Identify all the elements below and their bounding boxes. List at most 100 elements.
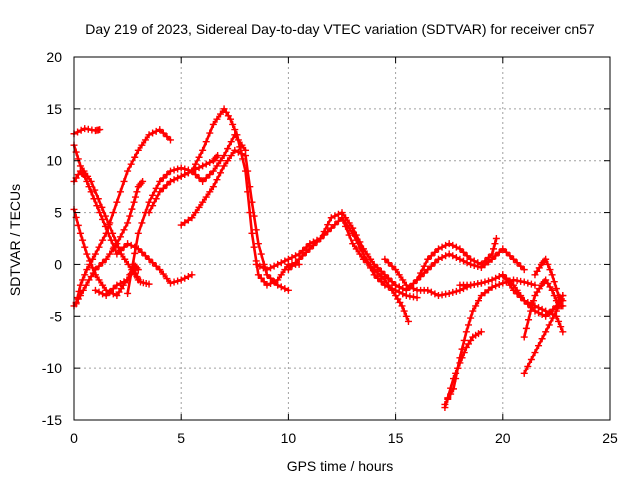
data-point-marker bbox=[456, 255, 464, 263]
data-point-marker bbox=[491, 240, 499, 248]
data-point-marker bbox=[163, 275, 171, 283]
data-point-marker bbox=[248, 229, 256, 237]
data-point-marker bbox=[260, 260, 268, 268]
data-point-marker bbox=[338, 214, 346, 222]
data-point-marker bbox=[277, 259, 285, 267]
data-point-marker bbox=[188, 271, 196, 279]
data-point-marker bbox=[538, 305, 546, 313]
x-tick-label: 15 bbox=[388, 430, 404, 446]
data-point-marker bbox=[352, 236, 360, 244]
data-point-marker bbox=[141, 252, 149, 260]
data-point-marker bbox=[217, 157, 225, 165]
data-point-marker bbox=[177, 164, 185, 172]
data-point-marker bbox=[542, 328, 550, 336]
data-point-marker bbox=[481, 278, 489, 286]
data-point-marker bbox=[174, 174, 182, 182]
data-point-marker bbox=[99, 236, 107, 244]
data-point-marker bbox=[302, 248, 310, 256]
data-point-marker bbox=[506, 252, 514, 260]
data-point-marker bbox=[149, 191, 157, 199]
data-point-marker bbox=[209, 120, 217, 128]
data-point-marker bbox=[76, 229, 84, 237]
data-point-marker bbox=[334, 210, 342, 218]
y-tick-labels: -15 -10 -5 0 5 10 15 20 bbox=[42, 49, 62, 428]
data-point-marker bbox=[559, 297, 567, 305]
data-point-marker bbox=[499, 271, 507, 279]
data-point-marker bbox=[492, 235, 500, 242]
data-point-marker bbox=[138, 248, 146, 256]
data-point-marker bbox=[413, 276, 421, 284]
data-point-marker bbox=[477, 292, 485, 300]
data-point-marker bbox=[99, 215, 107, 223]
data-point-marker bbox=[331, 212, 339, 220]
data-point-marker bbox=[531, 281, 539, 289]
data-point-marker bbox=[134, 266, 142, 274]
data-point-marker bbox=[445, 289, 453, 297]
y-axis-label: SDTVAR / TECUs bbox=[7, 184, 23, 296]
data-point-marker bbox=[481, 289, 489, 297]
data-point-marker bbox=[542, 255, 550, 263]
series-trace bbox=[340, 216, 410, 323]
data-point-marker bbox=[320, 231, 328, 239]
data-point-marker bbox=[449, 252, 457, 260]
data-point-marker bbox=[292, 259, 300, 267]
data-point-marker bbox=[181, 219, 189, 227]
data-point-marker bbox=[79, 236, 87, 244]
series-trace bbox=[522, 278, 565, 339]
data-point-marker bbox=[109, 209, 117, 217]
data-point-marker bbox=[91, 286, 99, 294]
data-point-marker bbox=[475, 297, 483, 305]
data-point-marker bbox=[517, 293, 525, 301]
data-point-marker bbox=[277, 271, 285, 279]
data-point-marker bbox=[477, 264, 485, 272]
data-point-marker bbox=[469, 307, 477, 315]
data-point-marker bbox=[217, 110, 225, 118]
data-point-marker bbox=[96, 209, 104, 217]
data-point-marker bbox=[138, 141, 146, 149]
data-point-marker bbox=[544, 260, 552, 268]
data-point-marker bbox=[206, 188, 214, 196]
data-point-marker bbox=[490, 245, 498, 253]
data-point-marker bbox=[156, 266, 164, 274]
data-point-marker bbox=[552, 285, 560, 293]
series-arc-17 bbox=[413, 245, 528, 284]
data-point-marker bbox=[349, 229, 357, 237]
data-point-marker bbox=[113, 240, 121, 248]
x-tick-label: 25 bbox=[602, 430, 618, 446]
data-point-marker bbox=[367, 255, 375, 263]
data-point-marker bbox=[464, 321, 472, 329]
data-point-marker bbox=[163, 181, 171, 189]
data-point-marker bbox=[424, 286, 432, 294]
data-point-marker bbox=[102, 255, 110, 263]
data-point-marker bbox=[199, 198, 207, 206]
data-point-marker bbox=[531, 349, 539, 357]
data-point-marker bbox=[213, 162, 221, 170]
data-point-marker bbox=[370, 266, 378, 274]
data-point-marker bbox=[434, 245, 442, 253]
data-point-marker bbox=[513, 290, 521, 298]
data-point-marker bbox=[250, 212, 258, 220]
data-point-marker bbox=[106, 288, 114, 296]
data-point-marker bbox=[124, 289, 132, 297]
data-point-marker bbox=[116, 233, 124, 241]
series-trace bbox=[147, 133, 247, 214]
data-point-marker bbox=[555, 302, 563, 310]
data-point-marker bbox=[527, 307, 535, 315]
data-point-marker bbox=[492, 252, 500, 260]
data-point-marker bbox=[95, 288, 103, 296]
data-point-marker bbox=[81, 172, 89, 180]
data-point-marker bbox=[170, 176, 178, 184]
data-point-marker bbox=[120, 278, 128, 286]
data-point-marker bbox=[116, 279, 124, 287]
data-point-marker bbox=[130, 198, 138, 206]
data-point-marker bbox=[206, 129, 214, 137]
data-point-marker bbox=[445, 240, 453, 248]
data-point-marker bbox=[184, 273, 192, 281]
data-point-marker bbox=[270, 262, 278, 270]
series-trace bbox=[179, 149, 290, 292]
data-point-marker bbox=[113, 281, 121, 289]
data-point-marker bbox=[156, 126, 164, 134]
data-point-marker bbox=[195, 164, 203, 172]
data-point-marker bbox=[452, 254, 460, 262]
data-point-marker bbox=[470, 261, 478, 269]
